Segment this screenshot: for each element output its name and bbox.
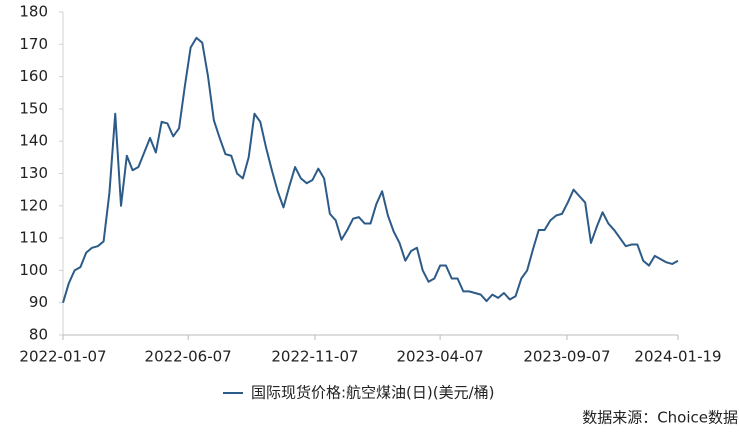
y-tick-label: 140 xyxy=(19,132,48,150)
x-tick-label: 2023-09-07 xyxy=(523,348,610,366)
source-note: 数据来源：Choice数据 xyxy=(582,409,738,427)
y-tick-label: 90 xyxy=(29,293,48,311)
x-tick-label: 2024-01-19 xyxy=(634,348,721,366)
y-tick-label: 120 xyxy=(19,196,48,214)
legend-label: 国际现货价格:航空煤油(日)(美元/桶) xyxy=(251,384,495,402)
y-tick-label: 170 xyxy=(19,35,48,53)
x-tick-label: 2022-01-07 xyxy=(19,348,106,366)
y-tick-label: 100 xyxy=(19,261,48,279)
data-line xyxy=(62,36,679,303)
x-tick-label: 2023-04-07 xyxy=(397,348,484,366)
x-tick-label: 2022-06-07 xyxy=(145,348,232,366)
y-tick-label: 180 xyxy=(19,3,48,21)
y-tick-label: 160 xyxy=(19,67,48,85)
y-tick-label: 150 xyxy=(19,99,48,117)
y-tick-label: 80 xyxy=(29,326,48,344)
x-tick-label: 2022-11-07 xyxy=(271,348,358,366)
y-tick-label: 110 xyxy=(19,229,48,247)
y-tick-label: 130 xyxy=(19,164,48,182)
